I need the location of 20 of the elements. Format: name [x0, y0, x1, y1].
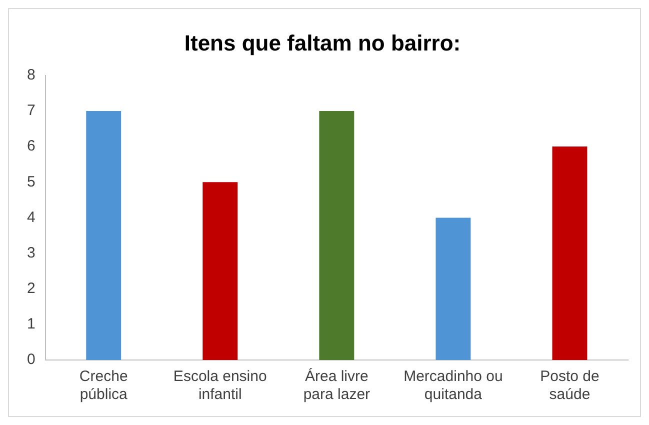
x-tick-label: Posto de saúde — [540, 368, 600, 404]
bar — [436, 218, 471, 360]
y-tick-label: 5 — [27, 173, 36, 190]
x-tick-label: Mercadinho ou quitanda — [404, 368, 503, 404]
y-tick-label: 8 — [27, 66, 36, 84]
x-tick-label: Área livre para lazer — [303, 367, 370, 404]
chart-title: Itens que faltam no bairro: — [184, 30, 461, 56]
y-tick-label: 4 — [27, 208, 36, 226]
bar — [552, 146, 588, 360]
x-tick-label: Creche pública — [79, 368, 128, 404]
y-tick-label: 3 — [27, 244, 36, 262]
y-tick-label: 1 — [27, 316, 36, 333]
bar — [202, 182, 238, 360]
y-tick-label: 0 — [27, 351, 36, 368]
y-tick-label: 7 — [27, 102, 36, 120]
bar — [86, 110, 122, 360]
y-tick-label: 2 — [27, 280, 36, 297]
bar — [319, 110, 354, 360]
y-tick-label: 6 — [27, 138, 36, 155]
x-tick-label: Escola ensino infantil — [173, 368, 267, 404]
